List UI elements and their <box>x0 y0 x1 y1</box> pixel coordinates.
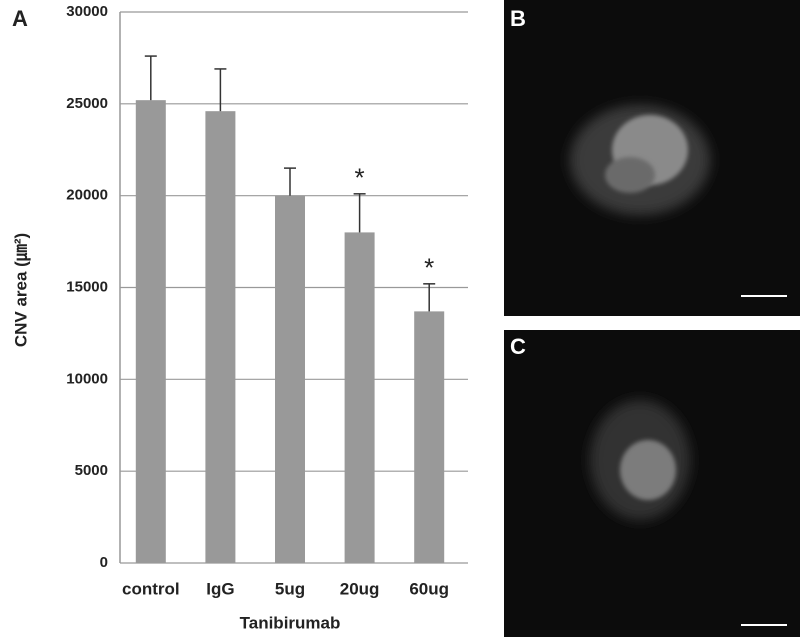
x-axis-title: Tanibirumab <box>240 613 341 632</box>
x-tick-label: control <box>122 579 180 598</box>
x-tick-label: 20ug <box>340 579 380 598</box>
error-bar <box>284 167 296 196</box>
panel-label: B <box>510 6 526 31</box>
error-bar <box>144 55 157 101</box>
bar <box>275 195 305 563</box>
x-tick-label: 5ug <box>275 579 305 598</box>
y-tick-label: 25000 <box>66 95 108 112</box>
y-tick-label: 30000 <box>66 3 108 20</box>
micrograph-c <box>504 330 800 637</box>
bar <box>414 311 445 563</box>
x-tick-label: 60ug <box>409 579 449 598</box>
y-tick-label: 0 <box>100 554 108 571</box>
y-tick-label: 5000 <box>75 462 108 479</box>
bar <box>344 232 375 563</box>
significance-marker: * <box>424 253 434 283</box>
micrograph-b <box>504 0 800 316</box>
bar <box>135 100 166 563</box>
y-tick-label: 15000 <box>66 278 108 295</box>
significance-marker: * <box>355 163 365 193</box>
error-bar <box>353 193 366 233</box>
bar <box>205 111 236 564</box>
error-bar <box>214 68 227 112</box>
x-tick-label: IgG <box>206 579 234 598</box>
y-tick-label: 10000 <box>66 370 108 387</box>
error-bar <box>423 283 436 312</box>
panel-label: C <box>510 334 526 359</box>
panel-label: A <box>12 6 28 31</box>
y-tick-label: 20000 <box>66 187 108 204</box>
y-axis-title: CNV area (㎛²) <box>11 233 31 347</box>
